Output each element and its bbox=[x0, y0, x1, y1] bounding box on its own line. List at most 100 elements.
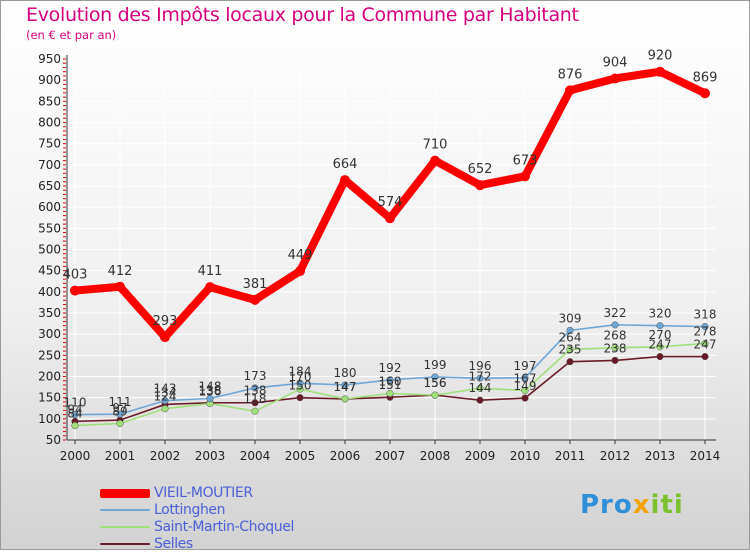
data-point-saint_martin bbox=[701, 339, 709, 348]
data-label-lottinghen: 199 bbox=[424, 358, 447, 372]
data-point-lottinghen bbox=[251, 384, 259, 392]
data-point-lottinghen bbox=[386, 376, 394, 384]
x-tick-label: 2013 bbox=[645, 449, 676, 463]
data-label-lottinghen: 192 bbox=[379, 361, 402, 375]
data-point-vieil bbox=[520, 171, 530, 182]
data-point-vieil bbox=[295, 266, 305, 277]
data-label-selles: 149 bbox=[514, 379, 537, 393]
data-label-vieil: 710 bbox=[423, 138, 448, 153]
data-point-selles bbox=[656, 353, 664, 361]
data-label-saint_martin: 136 bbox=[199, 385, 222, 399]
data-point-vieil bbox=[340, 175, 350, 186]
data-point-lottinghen bbox=[656, 322, 664, 330]
y-tick-label: 850 bbox=[38, 94, 61, 108]
x-tick-label: 2008 bbox=[420, 449, 451, 463]
data-label-vieil: 381 bbox=[243, 277, 268, 292]
data-point-vieil bbox=[250, 294, 260, 305]
x-tick-label: 2014 bbox=[690, 449, 721, 463]
y-tick-label: 300 bbox=[38, 327, 61, 341]
data-point-saint_martin bbox=[386, 389, 394, 397]
data-label-saint_martin: 89 bbox=[112, 404, 127, 418]
legend-swatch-vieil-moutier bbox=[100, 489, 150, 498]
data-point-lottinghen bbox=[611, 321, 619, 329]
y-tick-label: 200 bbox=[38, 370, 61, 384]
data-point-saint_martin bbox=[521, 386, 529, 395]
data-label-vieil: 411 bbox=[198, 264, 223, 279]
y-tick-label: 700 bbox=[38, 158, 61, 172]
data-label-vieil: 664 bbox=[333, 157, 358, 172]
data-point-vieil bbox=[205, 282, 215, 293]
chart-title: Evolution des Impôts locaux pour la Comm… bbox=[26, 4, 579, 26]
data-label-lottinghen: 173 bbox=[244, 369, 267, 383]
data-point-selles bbox=[521, 394, 529, 402]
data-label-selles: 235 bbox=[559, 343, 582, 357]
chart-subtitle: (en € et par an) bbox=[26, 28, 117, 42]
data-point-selles bbox=[296, 394, 304, 402]
data-point-lottinghen bbox=[566, 326, 574, 334]
data-label-selles: 150 bbox=[289, 379, 312, 393]
data-label-selles: 134 bbox=[154, 385, 177, 399]
x-tick-label: 2000 bbox=[60, 449, 91, 463]
data-label-saint_martin: 156 bbox=[424, 376, 447, 390]
data-label-lottinghen: 196 bbox=[469, 359, 492, 373]
data-label-selles: 94 bbox=[67, 402, 82, 416]
data-label-selles: 138 bbox=[199, 384, 222, 398]
data-point-saint_martin bbox=[116, 419, 124, 428]
logo-part: Pro bbox=[580, 490, 633, 520]
data-label-selles: 247 bbox=[649, 338, 672, 352]
y-tick-label: 250 bbox=[38, 348, 61, 362]
data-label-vieil: 403 bbox=[63, 268, 88, 283]
data-point-selles bbox=[251, 399, 259, 407]
legend-label: VIEIL-MOUTIER bbox=[154, 485, 253, 501]
data-label-selles: 238 bbox=[604, 341, 627, 355]
data-point-saint_martin bbox=[341, 395, 349, 403]
proxiti-logo: Proxiti bbox=[580, 490, 684, 520]
data-label-lottinghen: 110 bbox=[64, 396, 87, 410]
data-label-lottinghen: 184 bbox=[289, 364, 312, 378]
data-point-saint_martin bbox=[71, 422, 79, 430]
data-point-lottinghen bbox=[116, 410, 124, 418]
data-point-vieil bbox=[565, 85, 575, 96]
data-label-selles: 156 bbox=[424, 376, 447, 390]
y-tick-label: 400 bbox=[38, 285, 61, 299]
x-tick-label: 2011 bbox=[555, 449, 586, 463]
y-tick-label: 350 bbox=[38, 306, 61, 320]
data-label-lottinghen: 180 bbox=[334, 366, 357, 380]
y-tick-label: 750 bbox=[38, 137, 61, 151]
data-point-vieil bbox=[475, 180, 485, 191]
data-label-vieil: 869 bbox=[693, 70, 718, 85]
logo-part: x bbox=[632, 490, 651, 520]
y-tick-label: 600 bbox=[38, 200, 61, 214]
data-label-saint_martin: 268 bbox=[604, 329, 627, 343]
data-point-saint_martin bbox=[566, 345, 574, 353]
data-label-vieil: 293 bbox=[153, 314, 178, 329]
data-point-lottinghen bbox=[431, 373, 439, 381]
data-label-lottinghen: 148 bbox=[199, 380, 222, 394]
series-layer bbox=[70, 66, 710, 430]
data-label-vieil: 673 bbox=[513, 153, 538, 168]
x-tick-label: 2012 bbox=[600, 449, 631, 463]
data-point-selles bbox=[566, 358, 574, 366]
data-point-selles bbox=[701, 353, 709, 361]
data-label-lottinghen: 309 bbox=[559, 311, 582, 325]
data-label-lottinghen: 197 bbox=[514, 359, 537, 373]
legend-label: Saint-Martin-Choquel bbox=[154, 519, 294, 535]
data-point-vieil bbox=[610, 73, 620, 84]
data-point-lottinghen bbox=[521, 374, 529, 382]
y-tick-label: 50 bbox=[46, 433, 61, 447]
y-tick-label: 650 bbox=[38, 179, 61, 193]
data-label-vieil: 412 bbox=[108, 264, 133, 279]
legend-label: Selles bbox=[154, 536, 193, 552]
data-point-lottinghen bbox=[206, 394, 214, 403]
data-point-lottinghen bbox=[71, 411, 79, 419]
data-label-saint_martin: 167 bbox=[514, 371, 537, 385]
data-label-selles: 147 bbox=[334, 380, 357, 394]
data-label-vieil: 920 bbox=[648, 49, 673, 64]
data-label-saint_martin: 170 bbox=[289, 370, 312, 384]
y-tick-label: 500 bbox=[38, 243, 61, 257]
data-point-lottinghen bbox=[701, 322, 709, 331]
x-tick-label: 2002 bbox=[150, 449, 181, 463]
legend-swatch-saint-martin-choquel bbox=[100, 526, 150, 528]
data-point-selles bbox=[476, 396, 484, 404]
